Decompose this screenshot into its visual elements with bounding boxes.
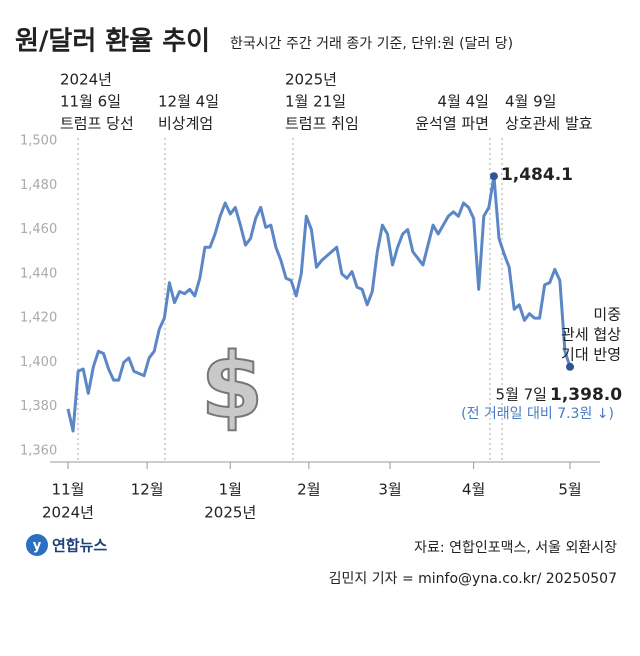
y-tick-label: 1,440 [20, 266, 57, 281]
x-tick-label: 11월 [52, 481, 85, 499]
x-year-label: 2025년 [204, 504, 256, 522]
line [66, 174, 572, 433]
x-tick-label: 2월 [297, 481, 320, 499]
logo-glyph: y [33, 539, 42, 554]
x-tick-label: 12월 [131, 481, 164, 499]
side-note: 기대 반영 [561, 346, 621, 364]
y-tick-label: 1,420 [20, 311, 57, 326]
value-label: 1,484.1 [501, 165, 573, 185]
x-tick-label: 4월 [462, 481, 485, 499]
source: 자료: 연합인포맥스, 서울 외환시장 [414, 540, 617, 556]
x-year-label: 2024년 [42, 504, 94, 522]
annotation-text: 12월 4일 [158, 93, 219, 111]
y-tick-label: 1,500 [20, 134, 57, 149]
value-label: 1,398.0 [550, 385, 622, 405]
y-tick-label: 1,380 [20, 399, 57, 414]
logo-text: 연합뉴스 [52, 537, 107, 555]
credit: 김민지 기자 = minfo@yna.co.kr/ 20250507 [329, 571, 617, 587]
logo-mark [26, 534, 48, 556]
side-note: 미중 [593, 306, 621, 324]
annotation-text: 윤석열 파면 [415, 115, 489, 133]
x-tick-label: 3월 [378, 481, 401, 499]
annotation-text: 2025년 [285, 71, 337, 89]
annotation-text: 1월 21일 [285, 93, 346, 111]
y-tick-label: 1,400 [20, 355, 57, 370]
x-tick-label: 1월 [219, 481, 242, 499]
annotation-text: 비상계엄 [158, 115, 213, 133]
annotation-text: 11월 6일 [60, 93, 121, 111]
annotation-text: 트럼프 당선 [60, 115, 134, 133]
end-point [489, 172, 498, 181]
chart-title: 원/달러 환율 추이 [15, 27, 210, 57]
y-tick-label: 1,360 [20, 443, 57, 458]
end-date: 5월 7일 [496, 386, 547, 404]
y-tick-label: 1,460 [20, 222, 57, 237]
x-tick-label: 5월 [558, 481, 581, 499]
annotation-text: 2024년 [60, 71, 112, 89]
annotation-text: 4월 9일 [505, 93, 556, 111]
side-note: 관세 협상 [561, 326, 621, 344]
dollar-icon: $ [201, 334, 264, 439]
y-tick-label: 1,480 [20, 178, 57, 193]
end-point [566, 362, 574, 371]
chart-subtitle: 한국시간 주간 거래 종가 기준, 단위:원 (달러 당) [230, 36, 513, 52]
change-note: (전 거래일 대비 7.3원 ↓) [461, 406, 614, 422]
annotation-text: 4월 4일 [438, 93, 489, 111]
annotation-text: 트럼프 취임 [285, 115, 359, 133]
annotation-text: 상호관세 발효 [505, 115, 593, 133]
